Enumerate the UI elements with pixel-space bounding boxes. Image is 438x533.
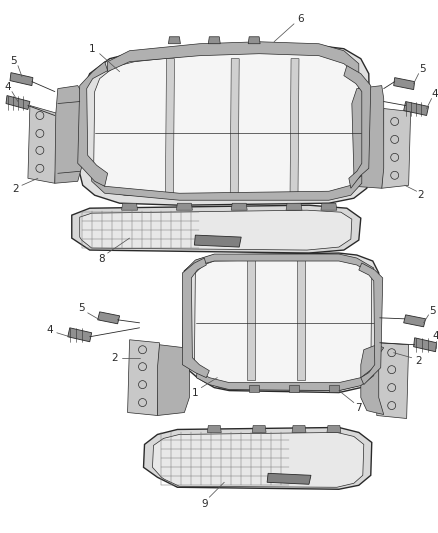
Polygon shape — [290, 59, 299, 193]
Polygon shape — [28, 106, 58, 183]
Polygon shape — [10, 72, 33, 86]
Polygon shape — [55, 86, 83, 183]
Polygon shape — [377, 343, 409, 418]
Polygon shape — [329, 385, 339, 392]
Polygon shape — [72, 205, 361, 253]
Text: 2: 2 — [13, 184, 19, 194]
Polygon shape — [182, 258, 209, 378]
Text: 2: 2 — [415, 356, 422, 366]
Text: 9: 9 — [201, 499, 208, 509]
Polygon shape — [122, 203, 138, 210]
Polygon shape — [184, 254, 374, 275]
Polygon shape — [207, 425, 221, 432]
Text: 1: 1 — [192, 387, 199, 398]
Text: 2: 2 — [111, 353, 118, 362]
Polygon shape — [297, 260, 305, 379]
Polygon shape — [413, 338, 437, 352]
Polygon shape — [169, 37, 180, 44]
Polygon shape — [166, 59, 174, 193]
Polygon shape — [267, 473, 311, 484]
Polygon shape — [94, 53, 360, 197]
Polygon shape — [404, 315, 426, 327]
Polygon shape — [182, 253, 379, 393]
Text: 4: 4 — [431, 88, 438, 99]
Polygon shape — [321, 203, 337, 210]
Polygon shape — [352, 86, 384, 188]
Polygon shape — [92, 173, 362, 200]
Polygon shape — [80, 210, 352, 250]
Text: 5: 5 — [78, 303, 85, 313]
Polygon shape — [108, 42, 359, 76]
Text: 6: 6 — [298, 14, 304, 24]
Text: 4: 4 — [46, 325, 53, 335]
Polygon shape — [127, 340, 159, 416]
Text: 5: 5 — [11, 55, 17, 66]
Text: 4: 4 — [5, 82, 11, 92]
Polygon shape — [196, 368, 374, 391]
Text: 2: 2 — [417, 190, 424, 200]
Polygon shape — [292, 425, 306, 432]
Polygon shape — [78, 62, 108, 186]
Polygon shape — [394, 78, 415, 90]
Polygon shape — [248, 37, 260, 44]
Polygon shape — [6, 95, 30, 109]
Polygon shape — [68, 328, 92, 342]
Polygon shape — [344, 66, 371, 188]
Polygon shape — [144, 427, 372, 489]
Text: 8: 8 — [99, 254, 105, 264]
Polygon shape — [194, 235, 241, 247]
Polygon shape — [247, 260, 255, 379]
Polygon shape — [208, 37, 220, 44]
Polygon shape — [80, 44, 371, 205]
Text: 5: 5 — [419, 63, 426, 74]
Polygon shape — [382, 109, 411, 188]
Polygon shape — [177, 203, 192, 210]
Polygon shape — [231, 203, 247, 210]
Polygon shape — [252, 425, 266, 432]
Polygon shape — [152, 432, 364, 487]
Polygon shape — [327, 425, 341, 432]
Text: 5: 5 — [429, 306, 436, 316]
Polygon shape — [361, 345, 384, 415]
Text: 7: 7 — [356, 402, 362, 413]
Text: 1: 1 — [88, 44, 95, 54]
Polygon shape — [158, 345, 189, 416]
Polygon shape — [98, 312, 120, 324]
Polygon shape — [286, 203, 302, 210]
Polygon shape — [404, 102, 428, 116]
Polygon shape — [230, 59, 239, 193]
Polygon shape — [194, 259, 372, 391]
Polygon shape — [359, 263, 383, 385]
Polygon shape — [249, 385, 259, 392]
Polygon shape — [289, 385, 299, 392]
Text: 4: 4 — [432, 331, 438, 341]
